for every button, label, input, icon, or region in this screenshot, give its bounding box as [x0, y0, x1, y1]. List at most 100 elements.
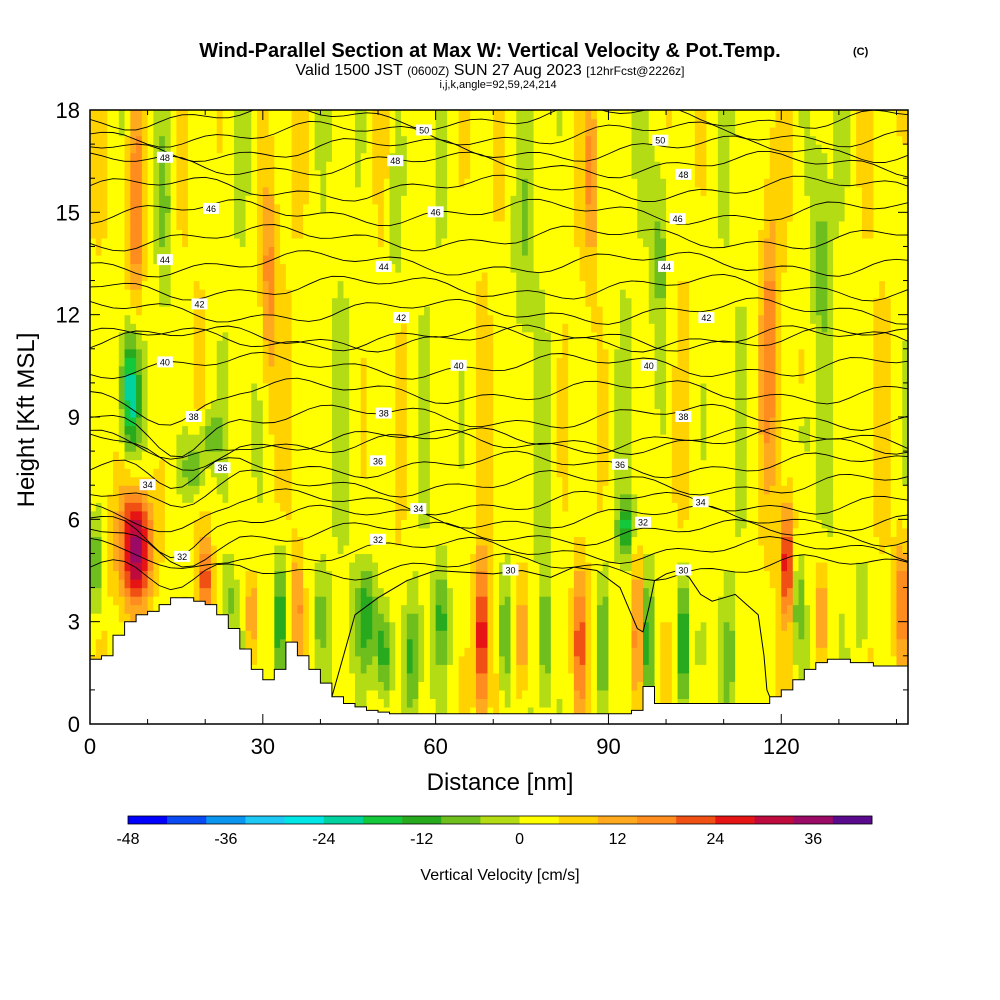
w-cell — [349, 621, 356, 631]
w-cell — [395, 186, 402, 196]
w-cell — [251, 655, 258, 665]
w-cell — [90, 408, 97, 418]
w-cell — [285, 195, 293, 205]
w-cell — [360, 246, 368, 256]
w-cell — [107, 382, 114, 393]
w-cell — [228, 434, 235, 444]
w-cell — [90, 331, 97, 341]
w-cell — [182, 527, 189, 537]
w-cell — [424, 178, 431, 188]
w-cell — [107, 408, 114, 418]
w-cell — [303, 399, 310, 410]
vertical-velocity-field — [90, 110, 908, 724]
w-cell — [308, 254, 316, 265]
w-cell — [429, 442, 437, 452]
w-cell — [124, 596, 131, 606]
w-cell — [435, 357, 442, 367]
w-cell — [447, 152, 454, 162]
w-cell — [447, 169, 454, 179]
w-cell — [239, 417, 247, 427]
w-cell — [366, 399, 373, 410]
w-cell — [147, 323, 154, 333]
w-cell — [193, 289, 201, 299]
w-cell — [435, 434, 442, 444]
w-cell — [470, 655, 477, 665]
w-cell — [297, 570, 304, 580]
w-cell — [326, 596, 333, 606]
w-cell — [372, 689, 379, 700]
w-cell — [130, 229, 137, 239]
w-cell — [435, 365, 442, 375]
w-cell — [429, 604, 437, 614]
w-cell — [412, 118, 419, 128]
w-cell — [176, 365, 183, 375]
w-cell — [406, 519, 414, 529]
w-cell — [326, 357, 333, 367]
w-cell — [360, 195, 368, 205]
w-cell — [406, 468, 414, 478]
w-cell — [222, 348, 229, 358]
w-cell — [360, 434, 368, 444]
w-cell — [141, 502, 149, 512]
w-cell — [378, 604, 385, 614]
w-cell — [136, 519, 143, 529]
w-cell — [239, 502, 247, 512]
w-cell — [441, 314, 448, 324]
w-cell — [222, 579, 229, 589]
w-cell — [366, 621, 373, 631]
w-cell — [95, 348, 103, 358]
w-cell — [343, 647, 350, 657]
w-cell — [470, 365, 477, 375]
w-cell — [274, 579, 281, 589]
w-cell — [372, 254, 379, 265]
w-cell — [406, 254, 414, 265]
w-cell — [159, 110, 166, 120]
w-cell — [222, 254, 229, 265]
w-cell — [481, 647, 489, 657]
w-cell — [366, 297, 373, 307]
w-cell — [216, 561, 224, 572]
w-cell — [452, 229, 460, 239]
w-cell — [406, 323, 414, 333]
w-cell — [303, 323, 310, 333]
w-cell — [245, 203, 252, 213]
w-cell — [424, 144, 431, 154]
w-cell — [130, 272, 137, 282]
w-cell — [257, 348, 264, 358]
w-cell — [291, 365, 298, 375]
w-cell — [308, 493, 316, 503]
w-cell — [418, 331, 425, 341]
w-cell — [164, 425, 172, 435]
w-cell — [412, 186, 419, 196]
w-cell — [458, 195, 466, 205]
w-cell — [95, 289, 103, 299]
w-cell — [412, 442, 419, 452]
w-cell — [395, 442, 402, 452]
w-cell — [464, 306, 471, 316]
w-cell — [349, 323, 356, 333]
w-cell — [153, 459, 160, 469]
w-cell — [435, 280, 442, 290]
w-cell — [435, 570, 442, 580]
w-cell — [372, 272, 379, 282]
w-cell — [297, 468, 304, 478]
w-cell — [354, 408, 362, 418]
w-cell — [159, 399, 166, 410]
w-cell — [435, 664, 442, 674]
w-cell — [95, 459, 103, 469]
w-cell — [366, 357, 373, 367]
w-cell — [285, 502, 293, 512]
w-cell — [458, 391, 466, 401]
w-cell — [245, 306, 252, 316]
w-cell — [395, 638, 402, 648]
w-cell — [297, 647, 304, 657]
w-cell — [159, 493, 166, 503]
w-cell — [389, 647, 396, 657]
w-cell — [435, 314, 442, 324]
w-cell — [360, 630, 368, 640]
w-cell — [429, 246, 437, 256]
w-cell — [314, 382, 322, 393]
w-cell — [136, 340, 143, 350]
w-cell — [101, 280, 108, 290]
w-cell — [251, 442, 258, 452]
